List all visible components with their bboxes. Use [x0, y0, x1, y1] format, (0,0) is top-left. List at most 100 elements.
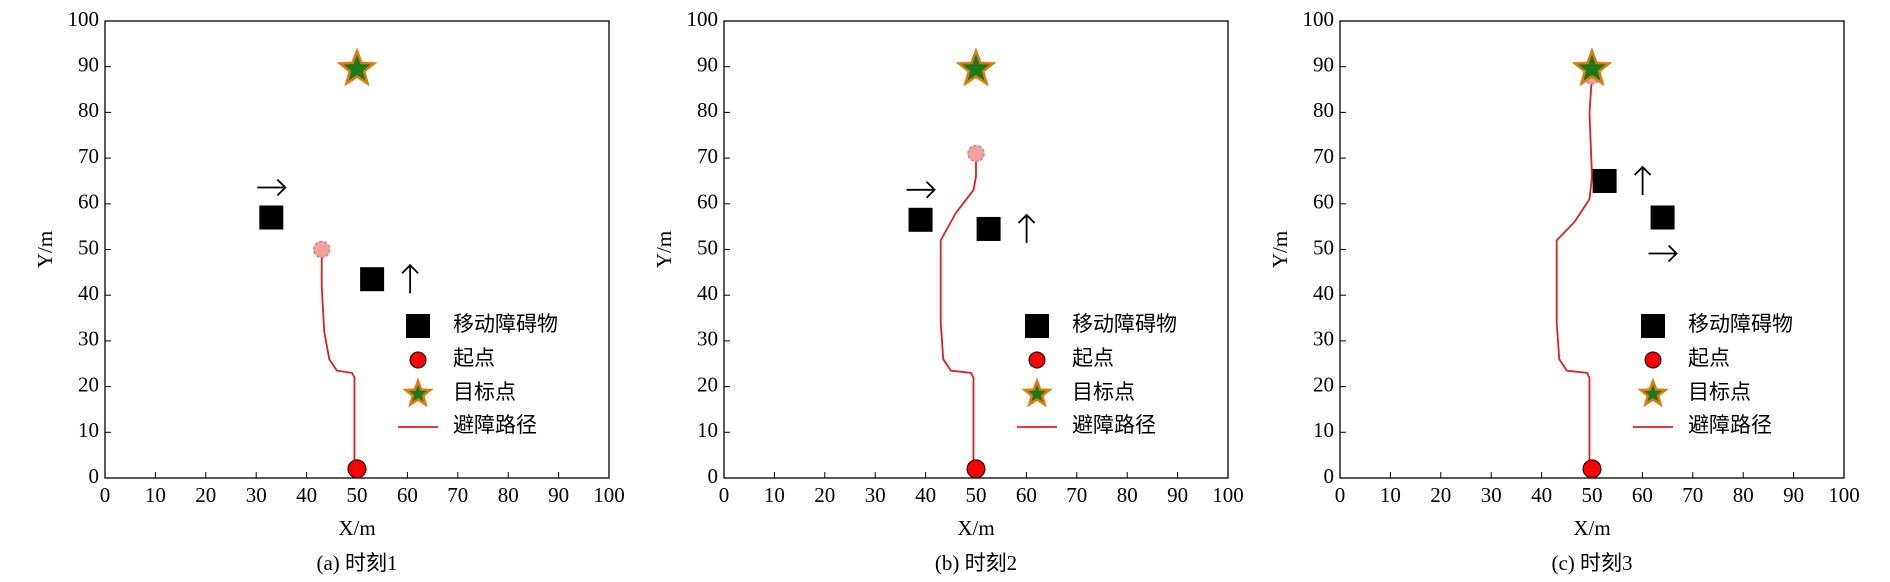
legend-label: 起点	[453, 346, 495, 370]
y-tick-label: 30	[78, 327, 99, 351]
x-tick-label: 100	[1828, 483, 1860, 507]
obstacle	[1650, 205, 1675, 230]
x-tick-label: 80	[1117, 483, 1138, 507]
x-tick-label: 0	[719, 483, 730, 507]
y-tick-label: 10	[697, 418, 718, 442]
x-tick-label: 100	[593, 483, 625, 507]
legend-label: 起点	[1072, 346, 1114, 370]
x-tick-label: 10	[764, 483, 785, 507]
avoid-path	[939, 153, 977, 469]
x-tick-label: 30	[865, 483, 886, 507]
y-tick-label: 80	[1313, 98, 1334, 122]
obstacle	[976, 216, 1001, 241]
legend-label: 避障路径	[453, 413, 537, 437]
legend-symbol	[406, 314, 430, 338]
obstacle	[908, 207, 933, 232]
y-tick-label: 40	[697, 281, 718, 305]
y-tick-label: 90	[697, 53, 718, 77]
obstacle	[1592, 168, 1617, 193]
legend-label: 目标点	[1688, 380, 1751, 404]
y-tick-label: 90	[1313, 53, 1334, 77]
legend-symbol	[1644, 351, 1662, 369]
x-tick-label: 40	[915, 483, 936, 507]
y-tick-label: 0	[89, 464, 100, 488]
x-tick-label: 20	[195, 483, 216, 507]
y-tick-label: 70	[78, 144, 99, 168]
x-tick-label: 0	[1335, 483, 1346, 507]
motion-arrow	[1648, 244, 1678, 263]
y-tick-label: 60	[78, 190, 99, 214]
legend-symbol	[1637, 377, 1669, 408]
x-tick-label: 90	[548, 483, 569, 507]
y-tick-label: 50	[1313, 235, 1334, 259]
legend-symbol	[409, 351, 427, 369]
y-tick-label: 0	[1324, 464, 1335, 488]
x-tick-label: 30	[246, 483, 267, 507]
start-point	[1582, 459, 1602, 479]
x-tick-label: 90	[1783, 483, 1804, 507]
legend-symbol	[1641, 314, 1665, 338]
legend-label: 避障路径	[1688, 413, 1772, 437]
y-tick-label: 40	[78, 281, 99, 305]
legend-label: 避障路径	[1072, 413, 1156, 437]
x-tick-label: 40	[1531, 483, 1552, 507]
obstacle	[259, 205, 284, 230]
y-tick-label: 70	[1313, 144, 1334, 168]
legend-label: 移动障碍物	[453, 312, 558, 336]
motion-arrow	[401, 263, 419, 294]
plot-frame	[1339, 20, 1845, 479]
y-tick-label: 60	[1313, 190, 1334, 214]
subplot: 0 10 20 30 40 50 60 70 80 90 100 0 10 20 30 40 50 60 70 80 9…	[33, 7, 625, 575]
legend-label: 目标点	[1072, 380, 1135, 404]
goal-star	[336, 47, 378, 87]
y-tick-label: 90	[78, 53, 99, 77]
avoid-path	[1555, 75, 1593, 469]
subplot: 0 10 20 30 40 50 60 70 80 90 100 0 10 20 30 40 50 60 70 80 9…	[1268, 7, 1860, 575]
y-tick-label: 20	[1313, 372, 1334, 396]
y-axis-label: Y/m	[33, 231, 57, 268]
x-tick-label: 10	[145, 483, 166, 507]
y-tick-label: 10	[1313, 418, 1334, 442]
y-tick-label: 80	[697, 98, 718, 122]
y-tick-label: 100	[687, 7, 719, 31]
robot-position	[967, 144, 985, 163]
y-tick-label: 70	[697, 144, 718, 168]
y-axis-label: Y/m	[1268, 231, 1292, 268]
x-axis-label: X/m	[957, 516, 994, 540]
x-tick-label: 60	[1632, 483, 1653, 507]
legend-label: 移动障碍物	[1688, 312, 1793, 336]
avoid-path	[320, 249, 356, 469]
x-tick-label: 0	[100, 483, 111, 507]
y-tick-label: 60	[697, 190, 718, 214]
x-tick-label: 70	[1682, 483, 1703, 507]
y-tick-label: 50	[697, 235, 718, 259]
y-tick-label: 30	[697, 327, 718, 351]
y-tick-label: 100	[1303, 7, 1335, 31]
x-tick-label: 10	[1380, 483, 1401, 507]
y-tick-label: 100	[68, 7, 100, 31]
y-tick-label: 80	[78, 98, 99, 122]
x-tick-label: 90	[1167, 483, 1188, 507]
x-tick-label: 30	[1481, 483, 1502, 507]
caption: (a) 时刻1	[316, 551, 397, 575]
y-tick-label: 20	[78, 372, 99, 396]
caption: (b) 时刻2	[935, 551, 1017, 575]
x-tick-label: 50	[347, 483, 368, 507]
start-point	[347, 459, 367, 479]
x-tick-label: 70	[447, 483, 468, 507]
x-tick-label: 50	[966, 483, 987, 507]
x-tick-label: 80	[498, 483, 519, 507]
legend-symbol	[1021, 377, 1053, 408]
x-tick-label: 20	[814, 483, 835, 507]
x-axis-label: X/m	[1573, 516, 1610, 540]
x-tick-label: 60	[1016, 483, 1037, 507]
y-tick-label: 30	[1313, 327, 1334, 351]
robot-position	[312, 240, 331, 259]
legend-label: 起点	[1688, 346, 1730, 370]
goal-star	[1571, 47, 1613, 87]
motion-arrow	[1633, 165, 1652, 195]
x-tick-label: 50	[1582, 483, 1603, 507]
legend-symbol	[1028, 351, 1046, 369]
x-axis-label: X/m	[338, 516, 375, 540]
